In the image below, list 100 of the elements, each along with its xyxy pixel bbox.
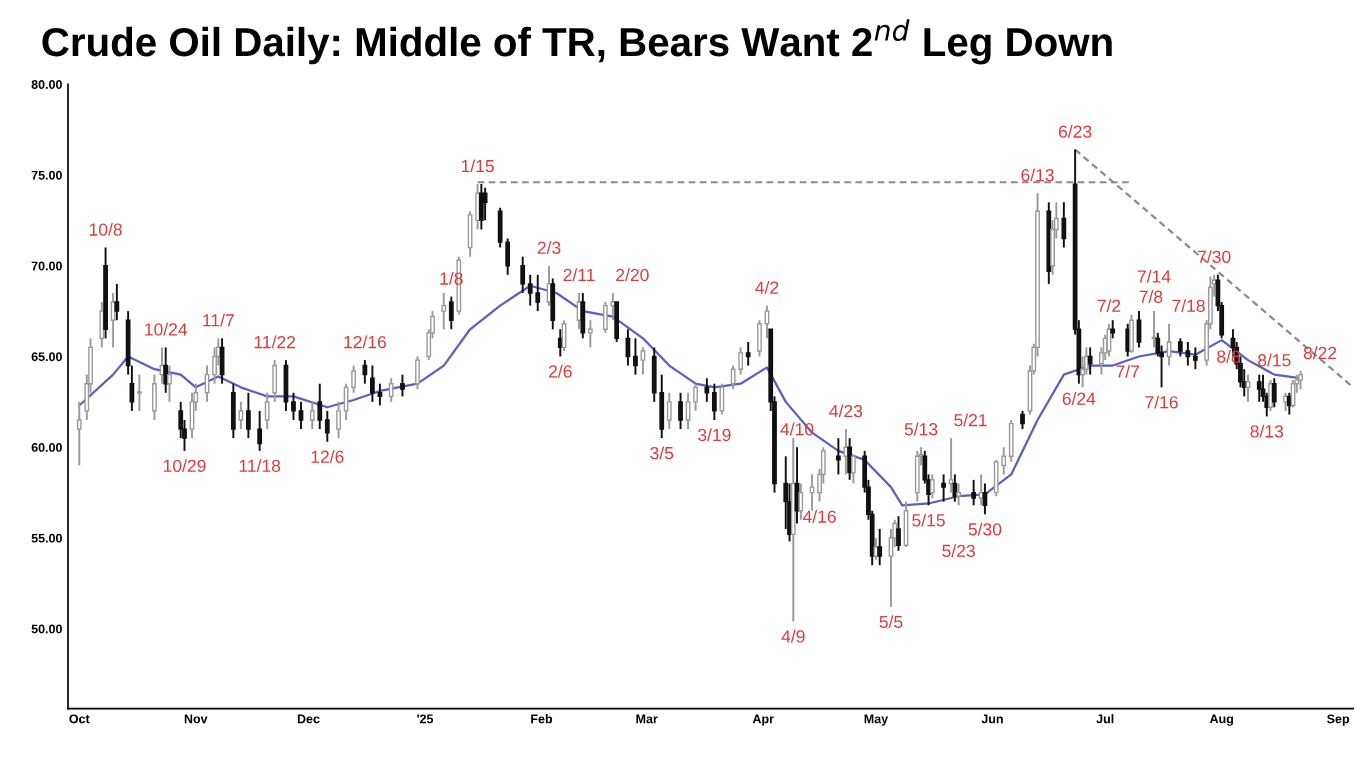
candlestick xyxy=(1192,346,1198,371)
annotation: 1/15 xyxy=(461,159,494,173)
candlestick xyxy=(317,382,323,431)
annotation: 10/8 xyxy=(89,222,122,236)
candlestick xyxy=(520,255,526,294)
candlestick xyxy=(640,346,646,376)
candlestick xyxy=(1268,379,1273,412)
candlestick xyxy=(482,186,488,222)
candlestick xyxy=(264,391,270,431)
candlestick xyxy=(137,373,142,412)
candlestick xyxy=(666,391,672,431)
candlestick xyxy=(441,291,447,331)
annotation: 7/8 xyxy=(1139,290,1163,303)
annotation: 10/24 xyxy=(145,322,188,336)
annotation: 7/7 xyxy=(1116,364,1140,378)
annotation: 8/15 xyxy=(1258,353,1291,367)
annotation: 7/18 xyxy=(1172,299,1205,313)
annotation: 5/21 xyxy=(954,413,987,427)
chart-title: Crude Oil Daily: Middle of TR, Bears Want 2$^{nd}$ Leg Down xyxy=(42,19,1112,65)
annotation: 7/2 xyxy=(1097,299,1121,313)
annotation: 12/6 xyxy=(311,450,344,463)
candlestick xyxy=(324,409,330,443)
candlestick xyxy=(956,482,962,507)
candlestick xyxy=(745,340,751,367)
annotation: 4/16 xyxy=(802,510,836,523)
annotation: 7/16 xyxy=(1145,395,1178,409)
annotation: 12/16 xyxy=(344,335,386,349)
annotation: 5/13 xyxy=(904,422,938,436)
candlestick xyxy=(212,346,217,385)
candlestick xyxy=(719,382,725,416)
annotation: 5/15 xyxy=(912,513,945,527)
candlestick xyxy=(1298,370,1303,391)
annotation: 2/20 xyxy=(616,268,649,282)
candlestick xyxy=(847,437,853,481)
annotation: 6/24 xyxy=(1062,392,1096,405)
candlestick xyxy=(587,319,593,349)
candlestick xyxy=(550,277,556,331)
annotation: 5/23 xyxy=(942,544,975,558)
annotation: 8/22 xyxy=(1303,346,1337,360)
candlestick xyxy=(238,400,244,431)
candlestick xyxy=(245,391,251,440)
candlestick xyxy=(941,473,946,503)
candlestick xyxy=(1271,377,1277,409)
annotation: 3/5 xyxy=(650,446,674,460)
candlestick xyxy=(896,515,901,552)
candlestick xyxy=(1080,355,1086,389)
candlestick xyxy=(309,400,315,431)
candlestick xyxy=(835,437,841,476)
candlestick xyxy=(1185,340,1191,367)
candlestick xyxy=(952,473,958,503)
annotation: 5/30 xyxy=(968,522,1002,536)
annotation: 4/23 xyxy=(829,404,863,418)
candlestick xyxy=(602,301,608,334)
annotation: 1/8 xyxy=(440,271,463,285)
annotation: 3/19 xyxy=(698,428,731,442)
annotation: 2/11 xyxy=(563,268,595,282)
annotation: 11/18 xyxy=(239,459,281,473)
candlestick xyxy=(1061,201,1067,249)
candlestick xyxy=(1008,419,1014,463)
candlestick xyxy=(678,391,683,431)
candlestick xyxy=(1020,409,1025,431)
candlestick xyxy=(914,449,920,503)
candlestick xyxy=(851,453,856,485)
candlestick xyxy=(167,364,172,403)
candlestick xyxy=(614,301,620,343)
candlestick xyxy=(448,295,454,331)
candlestick xyxy=(99,301,105,349)
annotation: 2/6 xyxy=(549,364,572,378)
annotation: 6/23 xyxy=(1058,124,1092,138)
candlestick xyxy=(388,377,394,403)
candlestick xyxy=(230,382,236,440)
candlestick xyxy=(163,346,169,394)
annotation: 8/13 xyxy=(1250,424,1284,438)
candlestick xyxy=(1177,337,1183,358)
candlestick xyxy=(633,337,638,376)
candlestick xyxy=(1245,373,1251,403)
candlestick xyxy=(415,355,420,391)
candlestick xyxy=(478,183,484,231)
annotation: 6/13 xyxy=(1021,168,1054,182)
candlestick xyxy=(1110,319,1116,340)
candlestick xyxy=(114,282,120,322)
annotation: 5/5 xyxy=(879,615,903,629)
annotation: 4/9 xyxy=(781,629,805,643)
candlestick xyxy=(1256,373,1262,403)
line-series xyxy=(78,284,1302,507)
candlestick xyxy=(711,382,717,421)
candlestick xyxy=(76,400,82,467)
annotation: 10/29 xyxy=(163,459,206,473)
candlestick xyxy=(298,400,304,431)
candlestick xyxy=(527,273,533,307)
candlestick xyxy=(272,359,278,403)
candlestick xyxy=(377,382,383,407)
candlestick xyxy=(1087,346,1093,376)
candlestick xyxy=(971,478,977,507)
annotation: 11/7 xyxy=(203,313,234,327)
candlestick xyxy=(738,346,744,376)
candlestick xyxy=(370,364,375,403)
candlestick xyxy=(580,291,586,340)
candlestick xyxy=(993,458,999,498)
candlestick xyxy=(535,273,541,313)
